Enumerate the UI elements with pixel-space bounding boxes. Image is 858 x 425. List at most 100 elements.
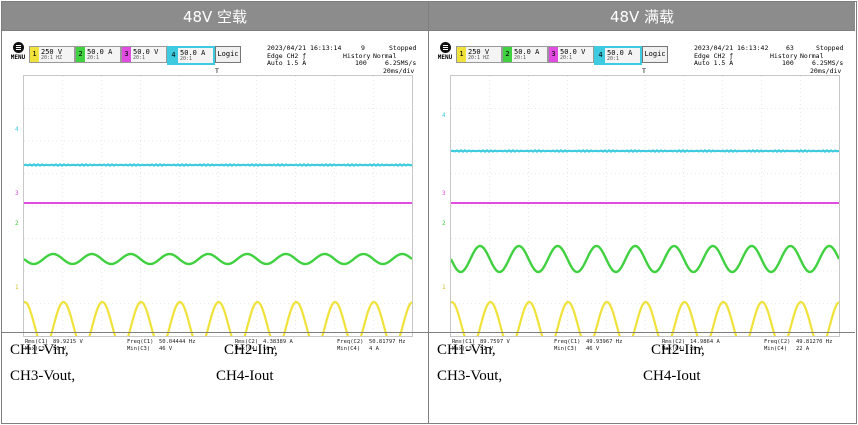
scope-toolbar: MENU 1 250 V 20:1 HZ 2 50.0 A 20:1 3 50.… [434, 36, 850, 76]
timebase: 20ms/div [810, 67, 842, 75]
waveform-display [24, 76, 412, 336]
note-ch1: CH1-Vin, [10, 342, 69, 358]
ch1-marker: 1 [15, 284, 19, 291]
note-ch2: CH2-Iin, [651, 342, 705, 358]
menu-icon [439, 42, 451, 53]
ch1-trace [24, 300, 412, 336]
menu-button[interactable]: MENU [10, 42, 26, 61]
ch2-marker: 2 [442, 220, 446, 227]
meas-label: Max(C3) [25, 346, 49, 352]
meas-label: Min(C3) [554, 346, 578, 352]
note-ch4: CH4-Iout [643, 368, 701, 384]
ch4-trace [451, 149, 839, 153]
ch3-marker: 3 [15, 190, 19, 197]
trigger-setting[interactable]: Edge CH2 ƒ [267, 52, 307, 60]
meas-label: Freq(C2) [337, 339, 364, 345]
waveform-grid [450, 75, 840, 337]
channel-4-box[interactable]: 4 50.0 A 20:1 [167, 46, 215, 65]
meas-label: Max(C3) [452, 346, 476, 352]
meas-value: 4.38389 A [263, 339, 293, 345]
panel-title: 48V 满载 [429, 2, 855, 31]
history-value: 100 [782, 59, 794, 67]
meas-value: 50.04444 Hz [159, 339, 196, 345]
meas-value: 10 A [263, 346, 277, 352]
channel-legend-note: CH1-Vin, CH2-Iin, CH3-Vout, CH4-Iout [2, 332, 428, 424]
waveform-grid [23, 75, 413, 337]
history-label[interactable]: History [770, 52, 798, 60]
panel-no-load: 48V 空载 MENU 1 250 V 20:1 HZ 2 50.0 A 20:… [2, 2, 429, 423]
meas-label: Freq(C2) [764, 339, 791, 345]
sample-rate: 6.25MS/s [812, 59, 844, 67]
acq-datetime: 2023/04/21 16:13:14 [267, 44, 342, 52]
panel-title: 48V 空载 [2, 2, 428, 31]
measurements-bar: Rms(C1) 89.9215 V Max(C3) 50 V Freq(C1) … [7, 339, 423, 354]
acq-datetime: 2023/04/21 16:13:42 [694, 44, 769, 52]
ch2-trace [24, 252, 412, 266]
sample-rate: 6.25MS/s [385, 59, 417, 67]
meas-value: 4 A [369, 346, 379, 352]
channel-2-box[interactable]: 2 50.0 A 20:1 [502, 46, 548, 63]
ch1-marker: 1 [442, 284, 446, 291]
scope-toolbar: MENU 1 250 V 20:1 HZ 2 50.0 A 20:1 3 50.… [7, 36, 423, 76]
meas-label: Rms(C2) [662, 339, 686, 345]
meas-value: 52 V [480, 346, 494, 352]
logic-button[interactable]: Logic [642, 46, 668, 63]
meas-value: 89.9215 V [53, 339, 83, 345]
trigger-marker: T [642, 67, 646, 75]
trigger-setting[interactable]: Edge CH2 ƒ [694, 52, 734, 60]
panel-full-load: 48V 满载 MENU 1 250 V 20:1 HZ 2 50.0 A 20:… [429, 2, 855, 423]
ch4-marker: 4 [15, 126, 19, 133]
timebase: 20ms/div [383, 67, 415, 75]
channel-3-box[interactable]: 3 50.0 V 20:1 [548, 46, 594, 63]
meas-label: Min(C3) [127, 346, 151, 352]
meas-label: Rms(C1) [452, 339, 476, 345]
ch3-marker: 3 [442, 190, 446, 197]
channel-1-box[interactable]: 1 250 V 20:1 HZ [29, 46, 75, 63]
meas-value: 89.7597 V [480, 339, 510, 345]
meas-value: 28 A [690, 346, 704, 352]
trigger-level[interactable]: Auto 1.5 A [267, 59, 307, 67]
acq-mode[interactable]: Normal [373, 52, 397, 60]
ch2-trace [451, 244, 839, 274]
channel-3-box[interactable]: 3 50.0 V 20:1 [121, 46, 167, 63]
acq-count: 63 [786, 44, 794, 52]
channel-4-box[interactable]: 4 50.0 A 20:1 [594, 46, 642, 65]
run-status[interactable]: Stopped [816, 44, 844, 52]
note-ch3: CH3-Vout, [437, 368, 503, 384]
ch2-marker: 2 [15, 220, 19, 227]
acq-mode[interactable]: Normal [800, 52, 824, 60]
meas-label: Rms(C2) [235, 339, 259, 345]
meas-label: Freq(C1) [554, 339, 581, 345]
history-label[interactable]: History [343, 52, 371, 60]
trigger-level[interactable]: Auto 1.5 A [694, 59, 734, 67]
note-ch3: CH3-Vout, [10, 368, 76, 384]
run-status[interactable]: Stopped [389, 44, 417, 52]
meas-value: 49.81270 Hz [796, 339, 833, 345]
meas-value: 50 V [53, 346, 67, 352]
menu-button[interactable]: MENU [437, 42, 453, 61]
meas-label: Min(C4) [764, 346, 788, 352]
waveform-display [451, 76, 839, 336]
note-ch2: CH2-Iin, [224, 342, 278, 358]
channel-1-box[interactable]: 1 250 V 20:1 HZ [456, 46, 502, 63]
note-ch4: CH4-Iout [216, 368, 274, 384]
logic-button[interactable]: Logic [215, 46, 241, 63]
history-value: 100 [355, 59, 367, 67]
channel-2-box[interactable]: 2 50.0 A 20:1 [75, 46, 121, 63]
meas-label: Max(C4) [662, 346, 686, 352]
ch4-trace [24, 163, 412, 167]
ch4-marker: 4 [442, 112, 446, 119]
meas-value: 14.9864 A [690, 339, 720, 345]
meas-label: Rms(C1) [25, 339, 49, 345]
meas-value: 50.81797 Hz [369, 339, 406, 345]
oscilloscope-screenshot: MENU 1 250 V 20:1 HZ 2 50.0 A 20:1 3 50.… [434, 36, 850, 354]
oscilloscope-screenshot: MENU 1 250 V 20:1 HZ 2 50.0 A 20:1 3 50.… [7, 36, 423, 354]
note-ch1: CH1-Vin, [437, 342, 496, 358]
meas-label: Freq(C1) [127, 339, 154, 345]
meas-label: Min(C4) [337, 346, 361, 352]
channel-legend-note: CH1-Vin, CH2-Iin, CH3-Vout, CH4-Iout [429, 332, 855, 424]
measurements-bar: Rms(C1) 89.7597 V Max(C3) 52 V Freq(C1) … [434, 339, 850, 354]
meas-value: 49.93967 Hz [586, 339, 623, 345]
meas-label: Max(C4) [235, 346, 259, 352]
